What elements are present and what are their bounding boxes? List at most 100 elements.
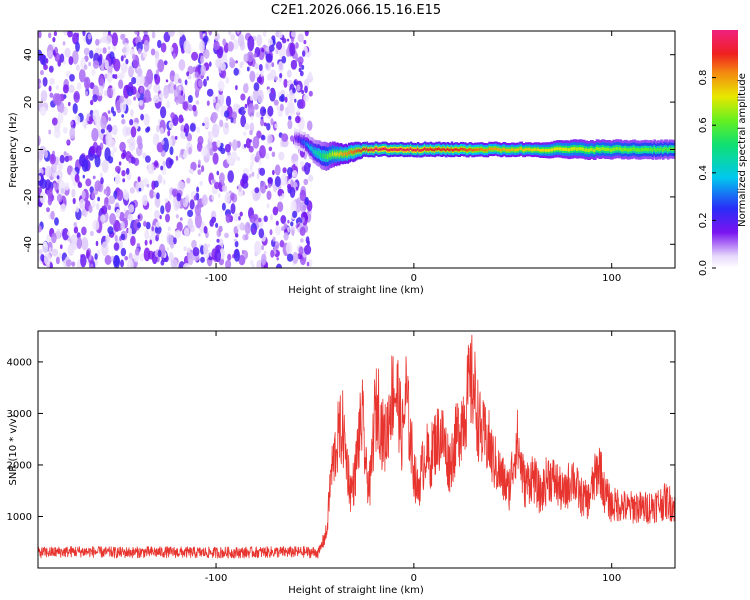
noise-speckle [107, 204, 112, 211]
signal-trace-cell [397, 148, 400, 152]
signal-trace-cell [399, 147, 403, 151]
noise-speckle [127, 213, 133, 222]
signal-trace-cell [402, 148, 406, 152]
noise-speckle [132, 53, 136, 61]
noise-speckle [288, 102, 294, 114]
signal-trace-cell [415, 149, 418, 152]
noise-speckle [96, 202, 100, 211]
x-tick-label: 0 [411, 573, 417, 584]
signal-trace-cell [384, 147, 387, 150]
noise-speckle [89, 82, 95, 90]
noise-speckle [140, 113, 145, 121]
noise-speckle [200, 64, 206, 76]
spectrogram-panel: -100 0 100 -40 -20 0 20 40 [23, 30, 676, 284]
noise-speckle [148, 97, 152, 102]
noise-speckle [277, 201, 284, 213]
signal-trace-cell [383, 147, 386, 151]
noise-speckle [256, 130, 262, 139]
noise-speckle [255, 111, 261, 118]
noise-speckle [46, 234, 51, 242]
y-tick-label: -40 [23, 236, 34, 252]
noise-speckle [207, 243, 210, 248]
noise-speckle [178, 31, 183, 38]
noise-speckle [189, 199, 195, 210]
noise-speckle [183, 40, 191, 53]
noise-speckle [104, 255, 112, 265]
noise-speckle [62, 228, 69, 241]
noise-speckle [137, 48, 142, 55]
signal-trace-cell [632, 147, 637, 151]
noise-speckle [95, 38, 100, 46]
noise-speckle [116, 189, 124, 202]
noise-speckle [274, 123, 278, 129]
noise-speckle [168, 122, 174, 129]
noise-speckle [238, 33, 245, 47]
noise-speckle [256, 34, 263, 47]
noise-speckle [283, 78, 288, 88]
noise-speckle [124, 255, 129, 261]
noise-speckle [276, 41, 282, 50]
noise-speckle [183, 127, 187, 133]
noise-speckle [155, 69, 159, 76]
noise-speckle [222, 38, 227, 46]
colorbar-tick-label: 0.4 [698, 165, 709, 181]
noise-speckle [160, 165, 164, 171]
signal-trace-cell [468, 148, 473, 151]
noise-speckle [190, 161, 197, 171]
noise-speckle [138, 142, 143, 150]
noise-speckle [295, 42, 299, 49]
spectrogram-ticks: -100 0 100 -40 -20 0 20 40 [23, 31, 675, 284]
signal-trace-cell [454, 148, 459, 151]
noise-speckle [138, 187, 142, 192]
noise-speckle [71, 188, 76, 198]
noise-speckle [270, 249, 275, 258]
noise-speckle [202, 31, 206, 35]
noise-speckle [220, 62, 226, 71]
noise-speckle [107, 110, 111, 114]
noise-speckle [292, 251, 299, 264]
noise-speckle [105, 186, 111, 197]
noise-speckle [46, 207, 50, 213]
noise-speckle [149, 239, 152, 245]
noise-speckle [119, 95, 125, 103]
noise-speckle [52, 36, 56, 43]
noise-speckle [139, 86, 144, 94]
noise-speckle [59, 154, 65, 164]
signal-trace-cell [493, 147, 498, 150]
noise-speckle [120, 33, 124, 40]
noise-speckle [272, 236, 276, 242]
noise-speckle [38, 175, 42, 181]
noise-speckle [203, 226, 208, 234]
noise-speckle [187, 252, 194, 266]
noise-speckle [201, 165, 205, 173]
noise-speckle [252, 227, 256, 234]
noise-speckle [80, 254, 87, 268]
noise-speckle [211, 216, 217, 223]
noise-speckle [211, 111, 218, 121]
noise-speckle [144, 229, 150, 240]
y-tick-label: 1000 [7, 512, 32, 523]
noise-speckle [146, 126, 151, 132]
noise-speckle [256, 76, 263, 84]
noise-speckle [69, 74, 75, 82]
noise-speckle [41, 241, 49, 254]
noise-speckle [128, 233, 132, 239]
noise-speckle [196, 204, 200, 210]
noise-speckle [102, 47, 107, 54]
noise-speckle [120, 221, 125, 230]
noise-speckle [230, 33, 236, 41]
chart-title: C2E1.2026.066.15.16.E15 [271, 3, 441, 18]
noise-speckle [157, 249, 162, 258]
noise-speckle [153, 95, 160, 104]
noise-speckle [219, 172, 225, 184]
noise-speckle [152, 133, 160, 146]
signal-trace-cell [612, 147, 617, 151]
signal-trace-cell [418, 149, 421, 152]
noise-speckle [308, 174, 314, 182]
noise-speckle [68, 155, 73, 161]
noise-speckle [243, 131, 247, 137]
noise-speckle [286, 93, 289, 98]
noise-speckle [248, 145, 254, 153]
noise-speckle [40, 253, 45, 262]
noise-speckle [235, 85, 238, 91]
